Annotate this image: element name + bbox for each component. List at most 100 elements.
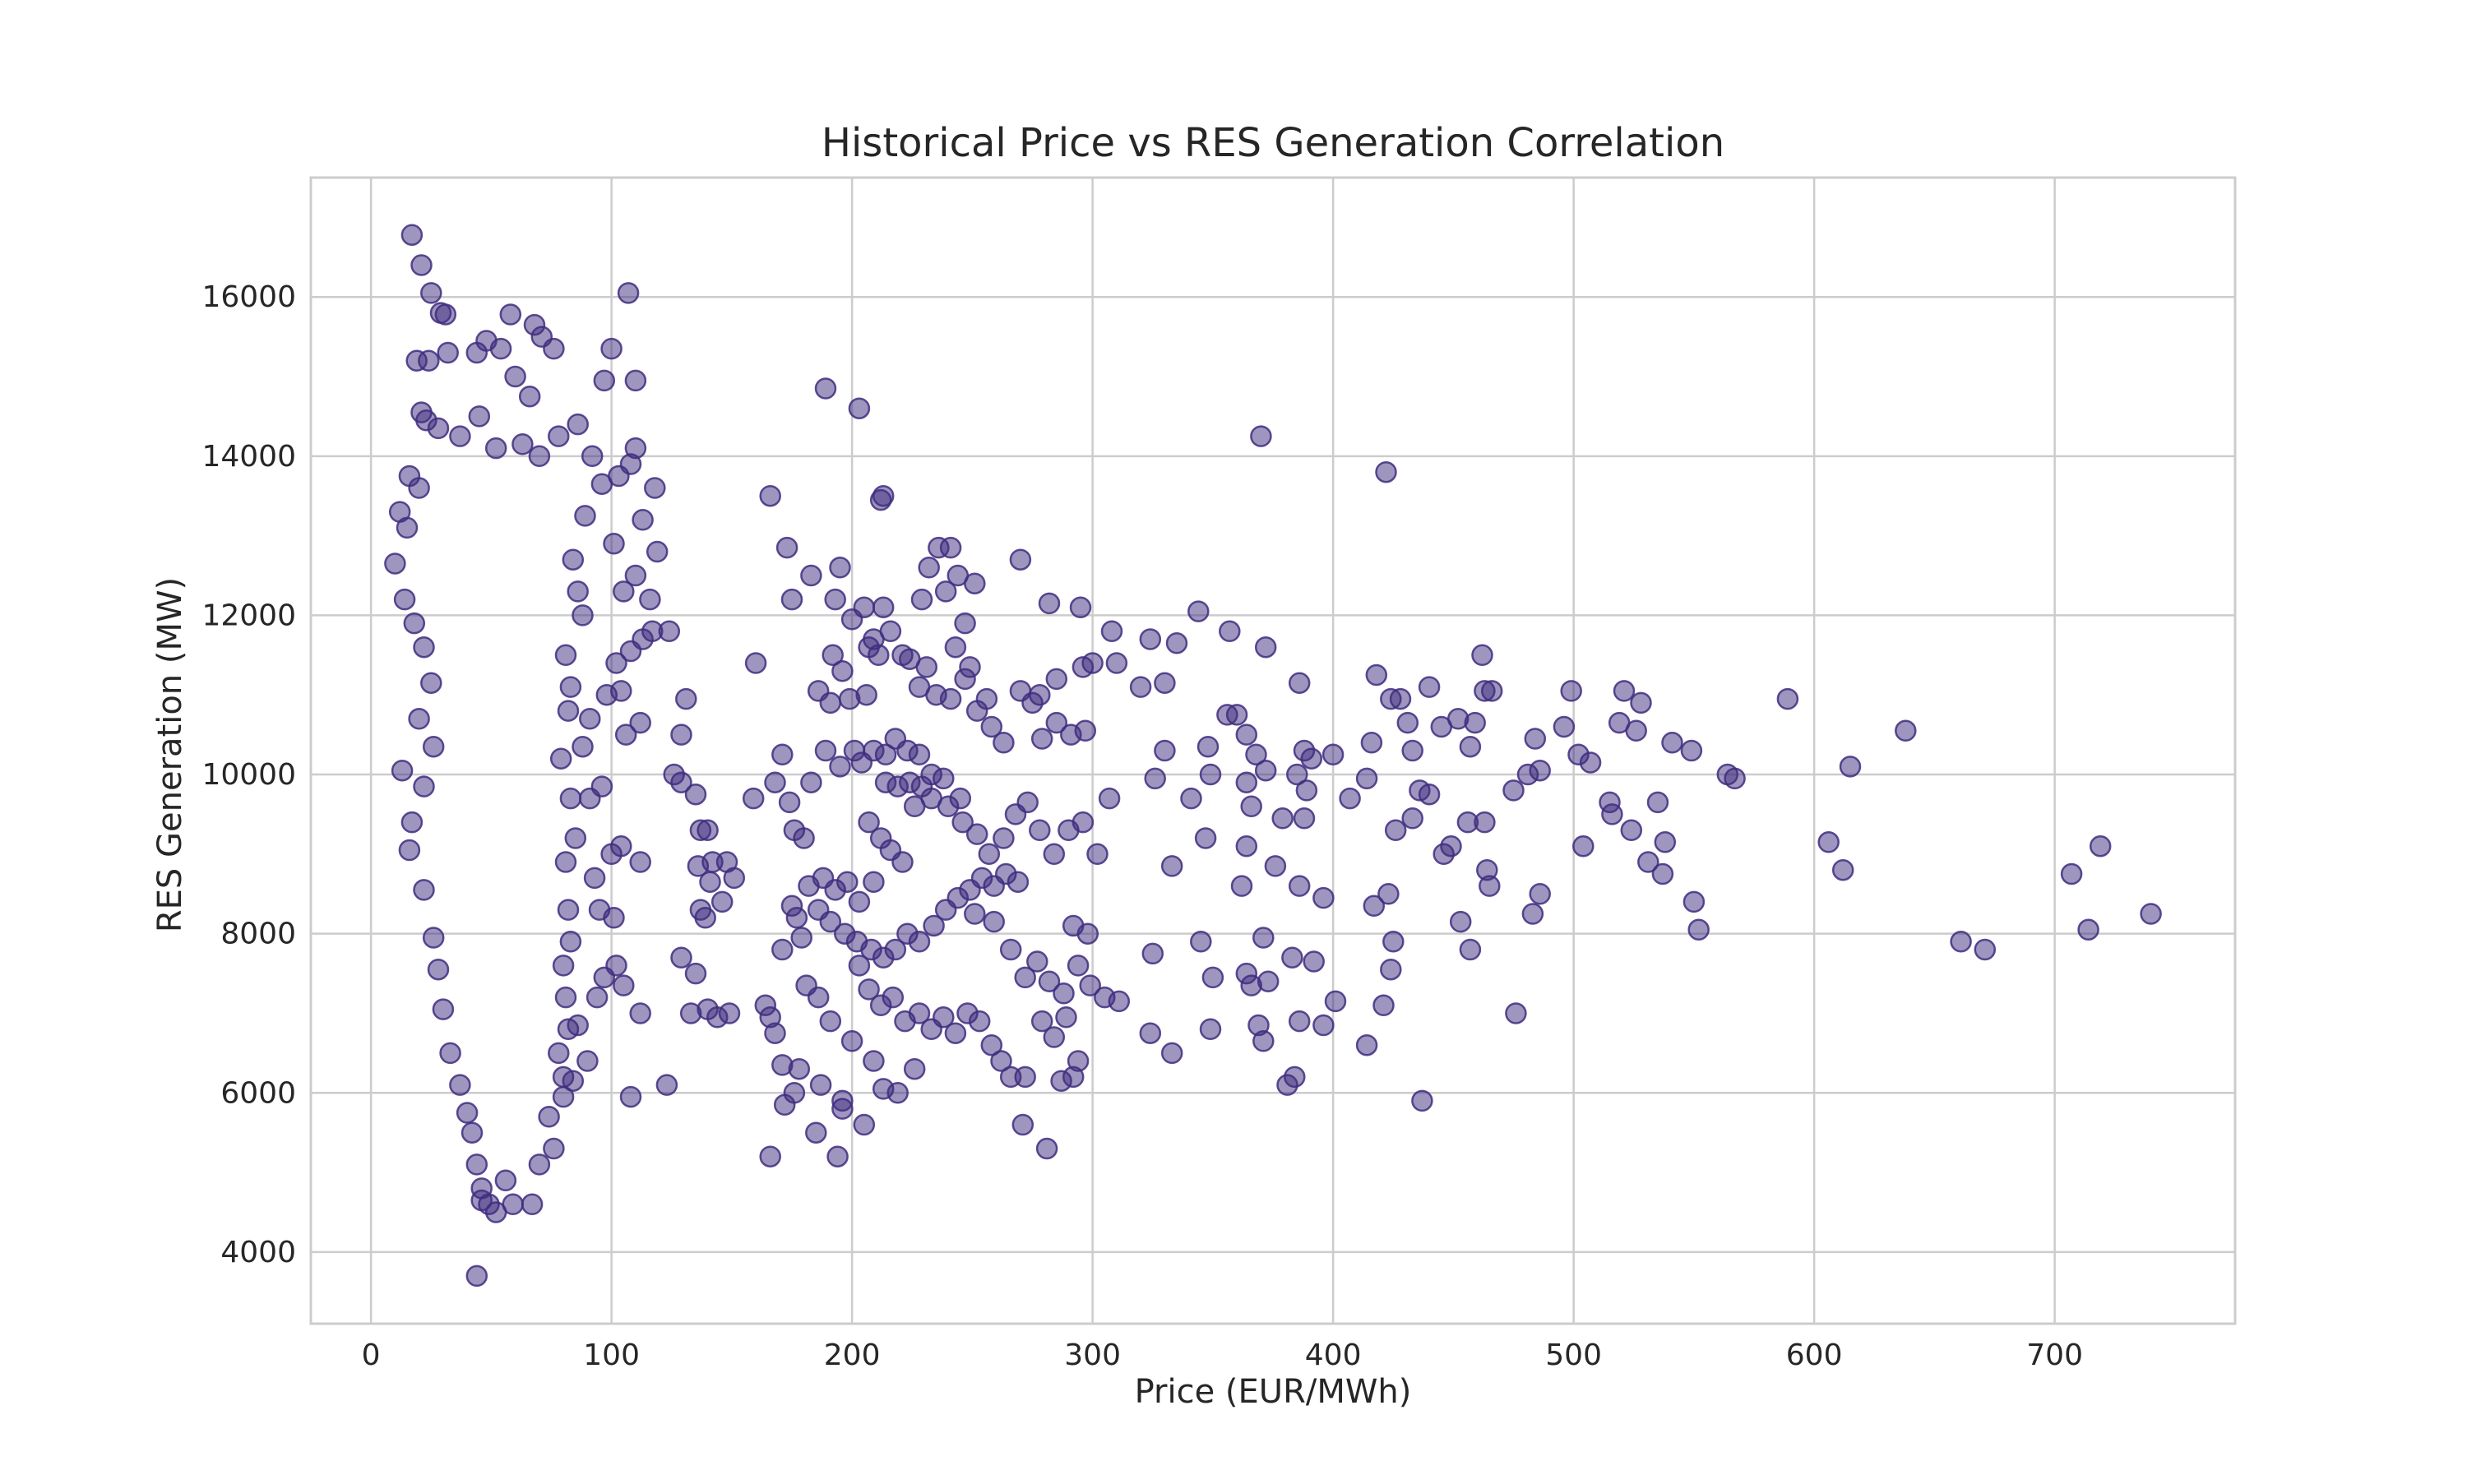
data-point — [1380, 958, 1402, 981]
data-point — [1324, 990, 1347, 1013]
data-point — [393, 588, 416, 611]
data-point — [670, 946, 692, 969]
data-point — [814, 739, 837, 762]
data-point — [790, 927, 812, 949]
data-point — [1007, 871, 1030, 893]
data-point — [1029, 683, 1051, 706]
data-point — [629, 711, 651, 734]
data-point — [1560, 680, 1582, 702]
data-point — [632, 509, 654, 531]
data-point — [990, 1050, 1012, 1072]
data-point — [1312, 1014, 1335, 1037]
data-point — [1141, 942, 1164, 965]
data-point — [964, 903, 986, 925]
data-point — [559, 931, 582, 953]
data-point — [1339, 787, 1361, 810]
data-point — [1288, 672, 1311, 694]
data-point — [879, 620, 902, 643]
data-point — [619, 453, 642, 475]
data-point — [684, 783, 707, 806]
data-point — [863, 871, 885, 893]
x-tick-labels: 0 100 200 300 400 500 600 700 — [362, 1338, 2083, 1372]
data-point — [1045, 668, 1068, 691]
data-point — [999, 938, 1022, 961]
y-tick-label: 12000 — [201, 599, 296, 632]
data-point — [848, 890, 871, 913]
data-point — [1086, 843, 1109, 866]
data-point — [465, 1153, 488, 1176]
data-point — [980, 715, 1003, 738]
data-point — [819, 1010, 842, 1033]
data-point — [600, 337, 623, 360]
data-point — [1521, 903, 1544, 925]
data-point — [403, 612, 426, 635]
data-point — [785, 907, 808, 929]
data-point — [1502, 779, 1525, 802]
x-tick-label: 700 — [2026, 1338, 2083, 1372]
data-point — [427, 417, 450, 440]
data-point — [1235, 834, 1258, 858]
data-point — [872, 1078, 895, 1100]
data-point — [502, 1193, 524, 1216]
data-point — [461, 1121, 484, 1144]
data-point — [576, 1050, 599, 1072]
data-point — [408, 477, 430, 499]
data-point — [1459, 938, 1482, 961]
data-point — [1459, 735, 1482, 758]
data-point — [1129, 676, 1152, 698]
data-point — [437, 341, 459, 364]
data-point — [915, 656, 938, 678]
data-point — [872, 596, 895, 619]
data-point — [579, 708, 601, 730]
data-point — [1601, 803, 1623, 825]
data-point — [1053, 982, 1075, 1005]
x-tick-label: 400 — [1305, 1338, 1362, 1372]
data-point — [1449, 910, 1472, 933]
data-point — [1480, 680, 1503, 702]
data-point — [978, 843, 1001, 866]
data-point — [610, 680, 632, 702]
data-point — [1474, 811, 1496, 834]
data-point — [1817, 831, 1840, 853]
data-point — [1100, 620, 1123, 643]
data-point — [432, 998, 455, 1020]
data-point — [574, 505, 596, 527]
data-point — [954, 612, 976, 635]
data-point — [384, 552, 406, 575]
data-point — [1418, 783, 1441, 806]
data-point — [1187, 600, 1210, 622]
data-point — [1680, 739, 1703, 762]
data-point — [518, 385, 541, 408]
data-point — [908, 743, 931, 766]
data-point — [1950, 931, 1972, 953]
data-point — [1050, 1070, 1072, 1092]
x-tick-label: 200 — [824, 1338, 881, 1372]
data-point — [1724, 767, 1746, 790]
data-point — [1014, 1066, 1036, 1089]
data-point — [1257, 970, 1280, 992]
x-tick-label: 100 — [583, 1338, 640, 1372]
data-point — [413, 636, 435, 659]
data-point — [771, 938, 794, 961]
data-point — [1479, 875, 1501, 897]
data-point — [1418, 676, 1441, 698]
data-point — [557, 899, 580, 921]
data-point — [993, 827, 1015, 849]
data-point — [824, 588, 846, 611]
data-point — [605, 955, 627, 977]
data-point — [855, 683, 877, 706]
data-point — [1139, 1022, 1162, 1044]
data-point — [605, 652, 627, 674]
data-point — [456, 1102, 479, 1124]
data-point — [2060, 862, 2083, 885]
data-point — [1505, 1002, 1527, 1024]
data-point — [1286, 763, 1308, 786]
data-point — [959, 656, 981, 678]
data-point — [840, 1030, 863, 1052]
data-point — [710, 890, 734, 913]
data-point — [559, 676, 582, 698]
data-point — [552, 955, 575, 977]
data-point — [918, 557, 940, 579]
data-point — [1074, 719, 1097, 742]
data-point — [699, 871, 721, 893]
